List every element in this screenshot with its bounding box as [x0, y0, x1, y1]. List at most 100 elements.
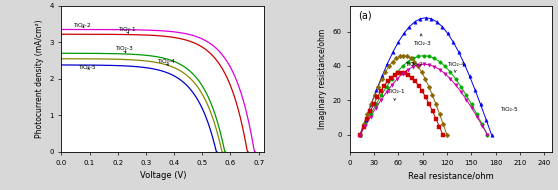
- Point: [387, 76, 396, 79]
- Point: [394, 40, 403, 44]
- Point: [419, 63, 428, 66]
- Point: [381, 70, 390, 74]
- Point: [387, 77, 396, 80]
- Point: [404, 73, 413, 76]
- Point: [403, 60, 412, 63]
- Point: [363, 117, 372, 120]
- Point: [398, 72, 407, 75]
- Point: [432, 20, 441, 23]
- Point: [370, 94, 379, 97]
- Point: [359, 123, 368, 126]
- Point: [439, 133, 448, 136]
- Point: [372, 89, 381, 92]
- Point: [431, 117, 440, 120]
- Point: [435, 60, 444, 63]
- Text: TiO₂-3: TiO₂-3: [115, 46, 133, 53]
- Point: [372, 103, 381, 106]
- X-axis label: Voltage (V): Voltage (V): [140, 171, 186, 180]
- Point: [377, 94, 386, 97]
- Point: [425, 102, 434, 105]
- Point: [441, 72, 450, 75]
- Text: TiO₂-2: TiO₂-2: [73, 23, 90, 28]
- Point: [435, 68, 444, 71]
- Point: [467, 103, 476, 106]
- Point: [441, 65, 450, 68]
- Point: [398, 65, 407, 68]
- Point: [410, 20, 419, 23]
- Point: [408, 57, 417, 60]
- Point: [392, 57, 401, 60]
- Point: [462, 94, 471, 97]
- Point: [482, 118, 490, 121]
- Point: [454, 51, 463, 54]
- Point: [363, 113, 372, 116]
- Point: [438, 25, 447, 28]
- Point: [439, 123, 448, 126]
- Point: [380, 84, 389, 87]
- Point: [410, 60, 419, 63]
- Point: [396, 55, 405, 58]
- Point: [478, 123, 487, 126]
- Point: [428, 110, 437, 113]
- Point: [451, 77, 460, 80]
- Point: [397, 71, 406, 74]
- Point: [431, 103, 440, 106]
- Point: [414, 63, 423, 66]
- Point: [388, 60, 397, 63]
- Point: [414, 55, 423, 58]
- Point: [382, 90, 391, 93]
- Point: [413, 65, 422, 68]
- Point: [451, 83, 460, 86]
- Text: TiO₂-2: TiO₂-2: [405, 62, 422, 67]
- Text: TiO₂-5: TiO₂-5: [499, 107, 517, 112]
- Point: [424, 85, 433, 88]
- Text: TiO₂-4: TiO₂-4: [157, 59, 175, 66]
- Point: [383, 62, 392, 65]
- Point: [383, 80, 392, 83]
- Point: [442, 133, 451, 136]
- Point: [435, 125, 444, 128]
- Point: [361, 123, 370, 126]
- Point: [377, 98, 386, 101]
- Point: [382, 85, 391, 88]
- Point: [425, 63, 434, 66]
- Point: [361, 124, 370, 127]
- Point: [419, 54, 428, 57]
- Point: [414, 84, 423, 87]
- Point: [456, 90, 465, 93]
- Point: [374, 85, 383, 88]
- Point: [456, 85, 465, 88]
- Point: [483, 133, 492, 136]
- Point: [467, 106, 476, 109]
- Point: [399, 54, 408, 57]
- Point: [460, 62, 469, 65]
- Text: TiO₂-1: TiO₂-1: [387, 89, 405, 101]
- Point: [388, 51, 397, 54]
- Point: [393, 72, 402, 75]
- Point: [366, 110, 375, 113]
- Point: [416, 17, 425, 20]
- Point: [421, 77, 430, 80]
- Point: [367, 103, 376, 106]
- Point: [387, 83, 396, 86]
- Point: [430, 57, 439, 60]
- Point: [367, 103, 376, 106]
- Text: (a): (a): [358, 10, 371, 20]
- Point: [411, 80, 420, 83]
- Point: [478, 124, 487, 127]
- Text: TiO₂-4: TiO₂-4: [447, 62, 465, 73]
- Point: [408, 65, 417, 68]
- Point: [369, 102, 378, 105]
- Point: [487, 133, 496, 136]
- Point: [465, 75, 474, 78]
- Point: [359, 125, 368, 128]
- Point: [462, 98, 471, 101]
- Point: [355, 133, 364, 136]
- Point: [355, 133, 364, 136]
- Point: [483, 133, 492, 136]
- Point: [425, 55, 434, 58]
- Point: [366, 115, 375, 118]
- Point: [446, 70, 455, 74]
- Point: [473, 113, 482, 116]
- X-axis label: Real resistance/ohm: Real resistance/ohm: [408, 171, 494, 180]
